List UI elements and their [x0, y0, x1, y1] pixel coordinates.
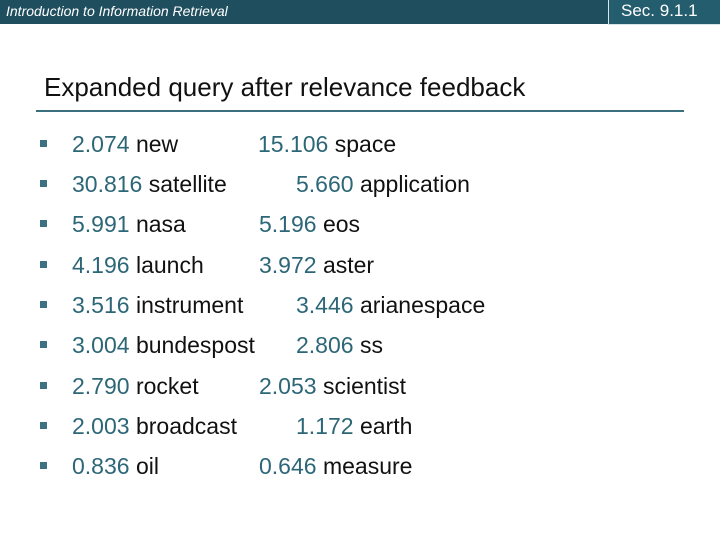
term-pair: 3.446 arianespace [296, 292, 485, 319]
square-bullet-icon [40, 220, 47, 227]
term-text: satellite [148, 171, 227, 197]
list-item: 0.836 oil 0.646 measure [40, 453, 680, 487]
square-bullet-icon [40, 301, 47, 308]
term-weight: 0.836 [72, 453, 130, 479]
term-pair: 3.004 bundespost [72, 332, 255, 359]
term-text: ss [359, 332, 383, 358]
term-text: bundespost [135, 332, 255, 358]
term-text: nasa [135, 211, 186, 237]
term-text: space [334, 131, 397, 157]
term-pair: 2.074 new [72, 131, 178, 158]
term-weight: 30.816 [72, 171, 143, 197]
term-text: instrument [135, 292, 244, 318]
term-text: earth [359, 413, 413, 439]
term-text: scientist [322, 373, 407, 399]
list-item: 3.516 instrument 3.446 arianespace [40, 292, 680, 326]
list-item: 5.991 nasa 5.196 eos [40, 211, 680, 245]
square-bullet-icon [40, 382, 47, 389]
square-bullet-icon [40, 180, 47, 187]
list-item: 2.003 broadcast 1.172 earth [40, 413, 680, 447]
term-pair: 30.816 satellite [72, 171, 227, 198]
list-item: 2.074 new 15.106 space [40, 131, 680, 165]
term-text: aster [322, 252, 375, 278]
term-pair: 15.106 space [258, 131, 396, 158]
header-bar: Introduction to Information Retrieval [0, 0, 720, 24]
term-weight: 2.074 [72, 131, 130, 157]
term-text: eos [322, 211, 361, 237]
term-weight: 3.004 [72, 332, 130, 358]
term-weight: 3.446 [296, 292, 354, 318]
square-bullet-icon [40, 422, 47, 429]
term-text: arianespace [359, 292, 486, 318]
list-item: 4.196 launch 3.972 aster [40, 252, 680, 286]
square-bullet-icon [40, 341, 47, 348]
term-weight: 3.972 [259, 252, 317, 278]
term-pair: 2.003 broadcast [72, 413, 237, 440]
list-item: 3.004 bundespost 2.806 ss [40, 332, 680, 366]
course-title: Introduction to Information Retrieval [6, 3, 228, 19]
term-text: application [359, 171, 470, 197]
term-weight: 5.991 [72, 211, 130, 237]
term-text: measure [322, 453, 413, 479]
term-weight: 2.790 [72, 373, 130, 399]
term-weight: 4.196 [72, 252, 130, 278]
term-pair: 0.646 measure [259, 453, 412, 480]
term-text: launch [135, 252, 204, 278]
term-text: oil [135, 453, 159, 479]
section-label: Sec. 9.1.1 [621, 1, 698, 20]
term-text: new [135, 131, 179, 157]
list-item: 30.816 satellite 5.660 application [40, 171, 680, 205]
slide-title: Expanded query after relevance feedback [44, 72, 526, 102]
square-bullet-icon [40, 261, 47, 268]
term-pair: 5.196 eos [259, 211, 360, 238]
list-item: 2.790 rocket 2.053 scientist [40, 373, 680, 407]
title-divider [36, 110, 684, 112]
section-badge: Sec. 9.1.1 [608, 0, 720, 25]
term-weight: 15.106 [258, 131, 329, 157]
term-weight: 3.516 [72, 292, 130, 318]
term-weight: 2.806 [296, 332, 354, 358]
term-text: broadcast [135, 413, 237, 439]
term-weight: 5.196 [259, 211, 317, 237]
square-bullet-icon [40, 462, 47, 469]
term-pair: 3.516 instrument [72, 292, 243, 319]
term-text: rocket [135, 373, 199, 399]
term-weight: 1.172 [296, 413, 354, 439]
term-pair: 3.972 aster [259, 252, 374, 279]
term-pair: 2.806 ss [296, 332, 383, 359]
term-weight: 2.053 [259, 373, 317, 399]
term-pair: 0.836 oil [72, 453, 159, 480]
term-pair: 2.790 rocket [72, 373, 199, 400]
term-pair: 2.053 scientist [259, 373, 406, 400]
term-pair: 4.196 launch [72, 252, 204, 279]
term-pair: 5.660 application [296, 171, 470, 198]
term-weight: 0.646 [259, 453, 317, 479]
term-weight: 2.003 [72, 413, 130, 439]
square-bullet-icon [40, 140, 47, 147]
term-weight: 5.660 [296, 171, 354, 197]
term-pair: 1.172 earth [296, 413, 412, 440]
term-pair: 5.991 nasa [72, 211, 186, 238]
